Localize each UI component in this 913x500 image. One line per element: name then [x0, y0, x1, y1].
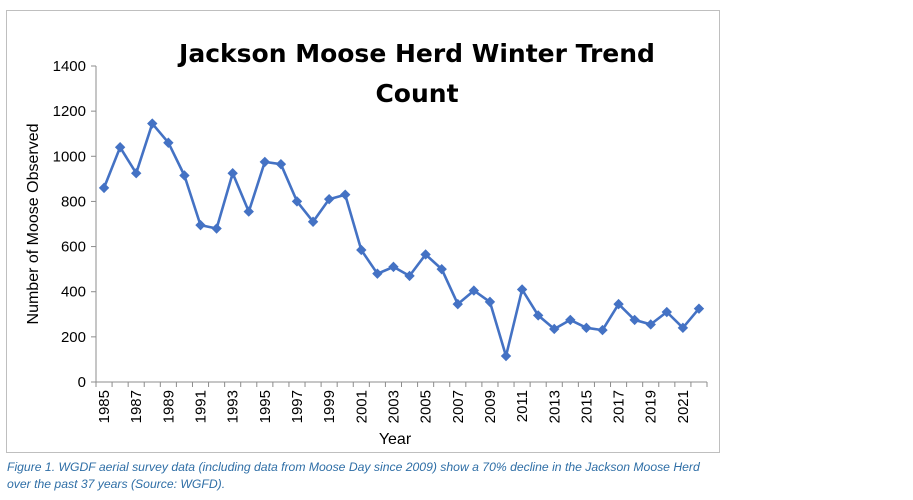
x-tick-label: 1997 [289, 390, 306, 423]
x-tick-label: 1999 [321, 390, 338, 423]
x-tick-label: 2017 [611, 390, 628, 423]
x-tick-label: 1991 [193, 390, 210, 423]
x-tick-label: 2021 [675, 390, 692, 423]
x-tick-label: 1987 [128, 390, 145, 423]
figure-caption: Figure 1. WGDF aerial survey data (inclu… [7, 459, 907, 493]
caption-line-2: over the past 37 years (Source: WGFD). [7, 477, 226, 491]
data-point-marker [356, 244, 367, 256]
data-point-marker [243, 206, 254, 217]
x-tick-label: 1993 [225, 390, 242, 423]
data-point-marker [677, 322, 689, 334]
data-point-marker [147, 118, 158, 129]
y-tick-label: 600 [61, 239, 86, 256]
axis-ticks [91, 65, 708, 387]
x-tick-label: 2003 [385, 390, 402, 423]
series-markers [98, 118, 705, 362]
x-tick-label: 2015 [578, 390, 595, 423]
data-point-marker [613, 298, 624, 310]
data-point-marker [581, 322, 592, 334]
data-point-marker [516, 284, 528, 295]
data-point-marker [436, 263, 447, 275]
y-tick-labels: 0 200 400 600 800 1000 1200 1400 [53, 58, 86, 391]
data-point-marker [388, 261, 399, 273]
y-tick-label: 1000 [53, 148, 86, 165]
data-point-marker [629, 314, 640, 326]
data-point-marker [227, 168, 238, 179]
line-chart: Jackson Moose Herd Winter Trend Count 0 2… [25, 39, 708, 448]
x-tick-labels: 1985 1987 1989 1991 1993 1995 1997 1999 2001 2003… [96, 390, 692, 423]
data-point-marker [420, 249, 431, 260]
y-tick-label: 1200 [53, 103, 86, 120]
x-tick-label: 1985 [96, 390, 113, 423]
data-point-marker [661, 306, 673, 318]
y-tick-label: 0 [78, 374, 86, 391]
data-point-marker [372, 268, 383, 279]
data-point-marker [163, 137, 174, 148]
data-point-marker [211, 223, 222, 234]
data-point-marker [275, 158, 287, 170]
series-line [102, 122, 700, 358]
chart-title-line-2: Count [375, 79, 458, 108]
data-point-marker [549, 323, 560, 335]
data-point-marker [114, 142, 126, 153]
x-tick-label: 1989 [160, 390, 177, 423]
x-tick-label: 1995 [257, 390, 274, 423]
x-tick-label: 2005 [418, 390, 435, 423]
data-point-marker [565, 314, 576, 326]
data-point-marker [404, 270, 415, 282]
y-tick-label: 1400 [53, 58, 86, 75]
x-tick-label: 2019 [643, 390, 660, 423]
data-point-marker [130, 168, 142, 179]
x-axis-label: Year [379, 431, 412, 448]
data-point-marker [468, 285, 480, 296]
data-point-marker [597, 324, 608, 336]
y-tick-label: 200 [61, 329, 86, 346]
data-point-marker [307, 216, 319, 227]
data-point-marker [259, 156, 271, 168]
chart-title-line-1: Jackson Moose Herd Winter Trend [177, 39, 655, 68]
data-point-marker [500, 350, 512, 362]
x-tick-label: 2001 [353, 390, 370, 423]
x-tick-label: 2007 [450, 390, 467, 423]
data-point-marker [179, 170, 190, 181]
data-point-marker [323, 193, 335, 205]
x-tick-label: 2011 [514, 390, 531, 422]
x-tick-label: 2009 [482, 390, 499, 423]
data-point-marker [452, 298, 463, 310]
data-point-marker [195, 219, 206, 231]
data-point-marker [693, 303, 705, 314]
y-tick-label: 400 [61, 284, 86, 301]
x-tick-label: 2013 [546, 390, 563, 423]
data-point-marker [340, 189, 351, 200]
data-point-marker [484, 296, 496, 308]
data-point-marker [532, 310, 544, 321]
data-point-marker [98, 182, 110, 194]
data-point-marker [291, 196, 303, 207]
chart-frame: Jackson Moose Herd Winter Trend Count 0 2… [6, 10, 720, 453]
caption-line-1: Figure 1. WGDF aerial survey data (inclu… [7, 460, 700, 474]
data-point-marker [645, 319, 656, 330]
y-tick-label: 800 [61, 193, 86, 210]
y-axis-label: Number of Moose Observed [25, 124, 42, 325]
